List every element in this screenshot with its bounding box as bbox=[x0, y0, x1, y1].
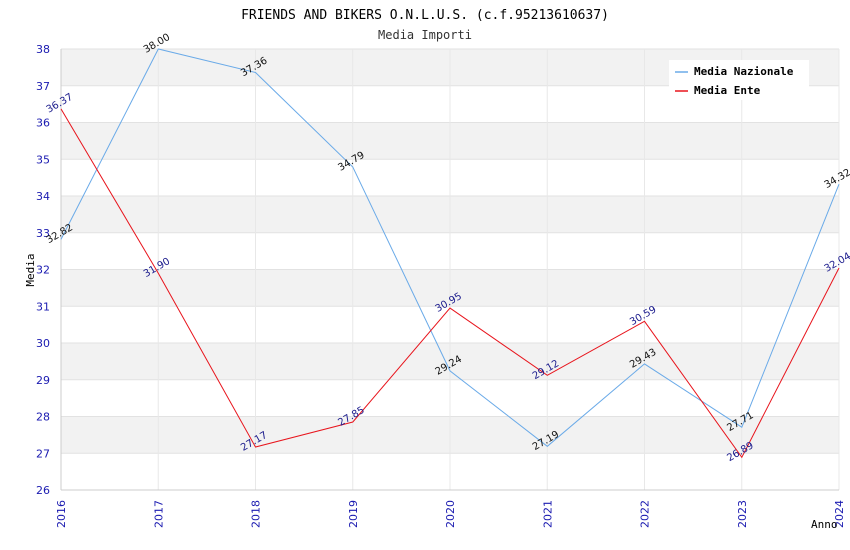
y-tick-label: 30 bbox=[36, 337, 50, 350]
chart-subtitle: Media Importi bbox=[378, 28, 472, 42]
y-tick-label: 37 bbox=[36, 80, 50, 93]
x-tick-labels: 2016 2017 2018 2019 2020 2021 2022 2023 2024 bbox=[55, 500, 846, 528]
y-tick-label: 34 bbox=[36, 190, 50, 203]
legend-box bbox=[669, 60, 809, 100]
x-tick-label: 2017 bbox=[152, 500, 165, 528]
x-tick-label: 2023 bbox=[736, 500, 749, 528]
legend: Media Nazionale Media Ente bbox=[669, 60, 809, 100]
y-tick-label: 35 bbox=[36, 153, 50, 166]
y-tick-label: 26 bbox=[36, 484, 50, 497]
x-tick-label: 2021 bbox=[541, 500, 554, 528]
legend-label-media-nazionale: Media Nazionale bbox=[694, 65, 794, 78]
x-tick-label: 2022 bbox=[639, 500, 652, 528]
y-tick-label: 28 bbox=[36, 411, 50, 424]
y-tick-label: 27 bbox=[36, 447, 50, 460]
y-tick-label: 36 bbox=[36, 117, 50, 130]
grid-lines bbox=[60, 48, 840, 491]
y-tick-label: 29 bbox=[36, 374, 50, 387]
y-tick-labels: 26 27 28 29 30 31 32 33 34 35 36 37 38 bbox=[36, 43, 50, 497]
series-lines bbox=[60, 48, 840, 459]
legend-label-media-ente: Media Ente bbox=[694, 84, 761, 97]
y-tick-label: 31 bbox=[36, 300, 50, 313]
x-tick-label: 2016 bbox=[55, 500, 68, 528]
y-tick-label: 33 bbox=[36, 227, 50, 240]
x-tick-label: 2019 bbox=[347, 500, 360, 528]
series-line-media-ente bbox=[60, 108, 840, 459]
series-line-media-nazionale bbox=[60, 48, 840, 447]
y-tick-label: 32 bbox=[36, 264, 50, 277]
x-axis-label: Anno bbox=[811, 518, 838, 531]
chart-title: FRIENDS AND BIKERS O.N.L.U.S. (c.f.95213… bbox=[241, 8, 609, 23]
y-axis-label: Media bbox=[24, 253, 37, 286]
x-tick-label: 2018 bbox=[250, 500, 263, 528]
y-tick-label: 38 bbox=[36, 43, 50, 56]
x-tick-label: 2024 bbox=[833, 500, 846, 528]
x-tick-label: 2020 bbox=[444, 500, 457, 528]
